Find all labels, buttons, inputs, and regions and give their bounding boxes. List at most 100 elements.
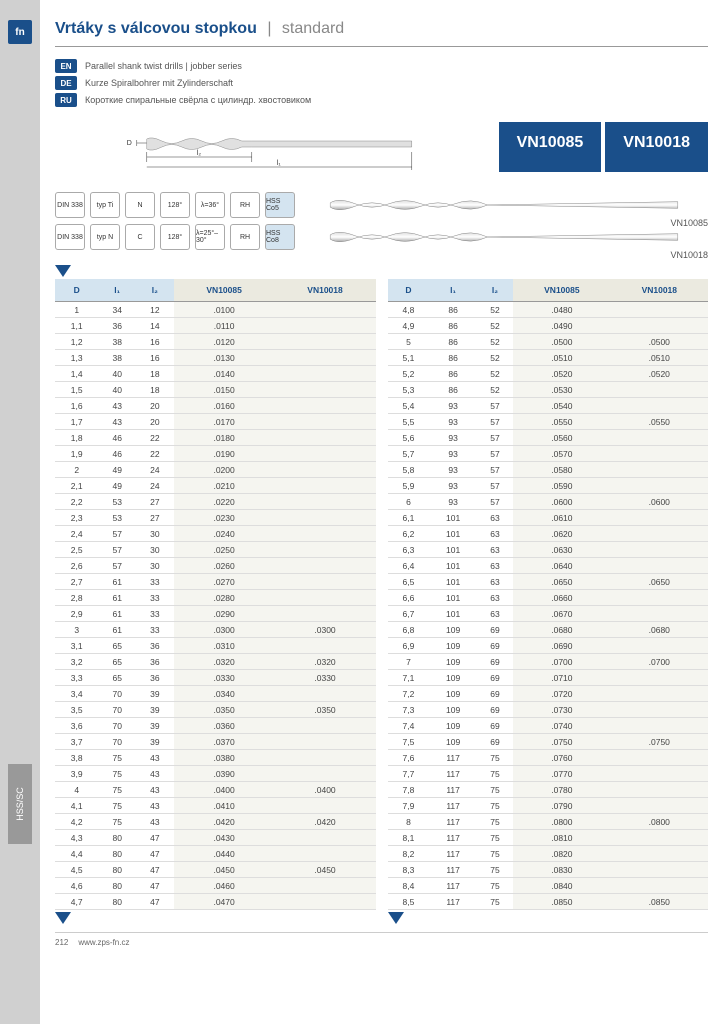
- table-cell: 3,3: [55, 670, 98, 686]
- table-row: 2,35327.0230: [55, 510, 376, 526]
- table-cell: 30: [136, 542, 174, 558]
- table-cell: [275, 734, 376, 750]
- table-cell: .0350: [174, 702, 275, 718]
- table-cell: 43: [136, 798, 174, 814]
- table-cell: 117: [429, 878, 476, 894]
- table-row: 3,26536.0320.0320: [55, 654, 376, 670]
- spec-badge: RH: [230, 224, 260, 250]
- table-row: 7,110969.0710: [388, 670, 709, 686]
- table-cell: 6,6: [388, 590, 430, 606]
- table-cell: 8,5: [388, 894, 430, 910]
- table-cell: .0480: [513, 302, 610, 318]
- table-cell: 117: [429, 894, 476, 910]
- table-cell: 109: [429, 670, 476, 686]
- table-cell: .0650: [611, 574, 708, 590]
- table-cell: 39: [136, 686, 174, 702]
- table-cell: 7,2: [388, 686, 430, 702]
- table-cell: .0700: [611, 654, 708, 670]
- table-cell: [611, 670, 708, 686]
- table-row: 3,57039.0350.0350: [55, 702, 376, 718]
- table-cell: [611, 526, 708, 542]
- table-cell: 22: [136, 430, 174, 446]
- table-cell: [275, 894, 376, 910]
- table-cell: 80: [98, 830, 136, 846]
- table-cell: .0630: [513, 542, 610, 558]
- table-cell: 75: [477, 830, 513, 846]
- table-cell: 7,7: [388, 766, 430, 782]
- table-row: 2,45730.0240: [55, 526, 376, 542]
- table-row: 4,38047.0430: [55, 830, 376, 846]
- table-cell: 5,8: [388, 462, 430, 478]
- table-cell: [611, 862, 708, 878]
- table-cell: 86: [429, 318, 476, 334]
- table-row: 5,69357.0560: [388, 430, 709, 446]
- lang-text: Parallel shank twist drills | jobber ser…: [85, 61, 242, 71]
- table-cell: .0810: [513, 830, 610, 846]
- table-cell: 6,4: [388, 558, 430, 574]
- table-cell: 18: [136, 366, 174, 382]
- table-row: 6,110163.0610: [388, 510, 709, 526]
- table-cell: 117: [429, 798, 476, 814]
- table-cell: 5,3: [388, 382, 430, 398]
- table-cell: .0250: [174, 542, 275, 558]
- table-cell: 80: [98, 846, 136, 862]
- table-cell: .0700: [513, 654, 610, 670]
- table-cell: [275, 302, 376, 318]
- table-cell: .0390: [174, 766, 275, 782]
- table-cell: [275, 366, 376, 382]
- spec-badge: DIN 338: [55, 192, 85, 218]
- table-cell: .0330: [174, 670, 275, 686]
- table-cell: .0350: [275, 702, 376, 718]
- table-cell: 109: [429, 654, 476, 670]
- language-descriptions: ENParallel shank twist drills | jobber s…: [55, 59, 708, 107]
- table-cell: .0760: [513, 750, 610, 766]
- table-cell: .0680: [513, 622, 610, 638]
- table-cell: 1,3: [55, 350, 98, 366]
- table-cell: 3,5: [55, 702, 98, 718]
- table-cell: 1: [55, 302, 98, 318]
- table-row: 1,74320.0170: [55, 414, 376, 430]
- table-cell: 109: [429, 734, 476, 750]
- table-cell: 8,2: [388, 846, 430, 862]
- table-cell: 5,2: [388, 366, 430, 382]
- table-cell: [611, 606, 708, 622]
- table-cell: .0850: [611, 894, 708, 910]
- table-cell: .0190: [174, 446, 275, 462]
- table-cell: 63: [477, 558, 513, 574]
- table-cell: [275, 766, 376, 782]
- spec-badge: HSS Co8: [265, 224, 295, 250]
- table-cell: 2,2: [55, 494, 98, 510]
- lang-row: ENParallel shank twist drills | jobber s…: [55, 59, 708, 73]
- spec-badge: λ=36°: [195, 192, 225, 218]
- table-header: VN10085: [174, 279, 275, 302]
- table-cell: 5,1: [388, 350, 430, 366]
- table-cell: .0100: [174, 302, 275, 318]
- table-cell: .0320: [275, 654, 376, 670]
- table-row: 8,411775.0840: [388, 878, 709, 894]
- table-cell: .0610: [513, 510, 610, 526]
- dimension-diagram: D l₂ l₁: [55, 122, 489, 172]
- table-cell: 75: [98, 766, 136, 782]
- table-cell: 43: [136, 782, 174, 798]
- table-cell: 61: [98, 622, 136, 638]
- table-cell: 22: [136, 446, 174, 462]
- table-cell: 6,2: [388, 526, 430, 542]
- table-cell: 69: [477, 654, 513, 670]
- table-cell: 7,6: [388, 750, 430, 766]
- table-cell: 69: [477, 686, 513, 702]
- table-cell: .0210: [174, 478, 275, 494]
- table-cell: 18: [136, 382, 174, 398]
- lang-text: Короткие спиральные свёрла с цилиндр. хв…: [85, 95, 311, 105]
- table-cell: .0560: [513, 430, 610, 446]
- table-row: 5,28652.0520.0520: [388, 366, 709, 382]
- table-cell: 47: [136, 862, 174, 878]
- table-cell: 2,4: [55, 526, 98, 542]
- table-cell: .0670: [513, 606, 610, 622]
- table-cell: .0570: [513, 446, 610, 462]
- table-cell: 117: [429, 750, 476, 766]
- table-cell: .0160: [174, 398, 275, 414]
- table-cell: 52: [477, 382, 513, 398]
- table-cell: [275, 318, 376, 334]
- table-cell: [275, 462, 376, 478]
- table-cell: 63: [477, 510, 513, 526]
